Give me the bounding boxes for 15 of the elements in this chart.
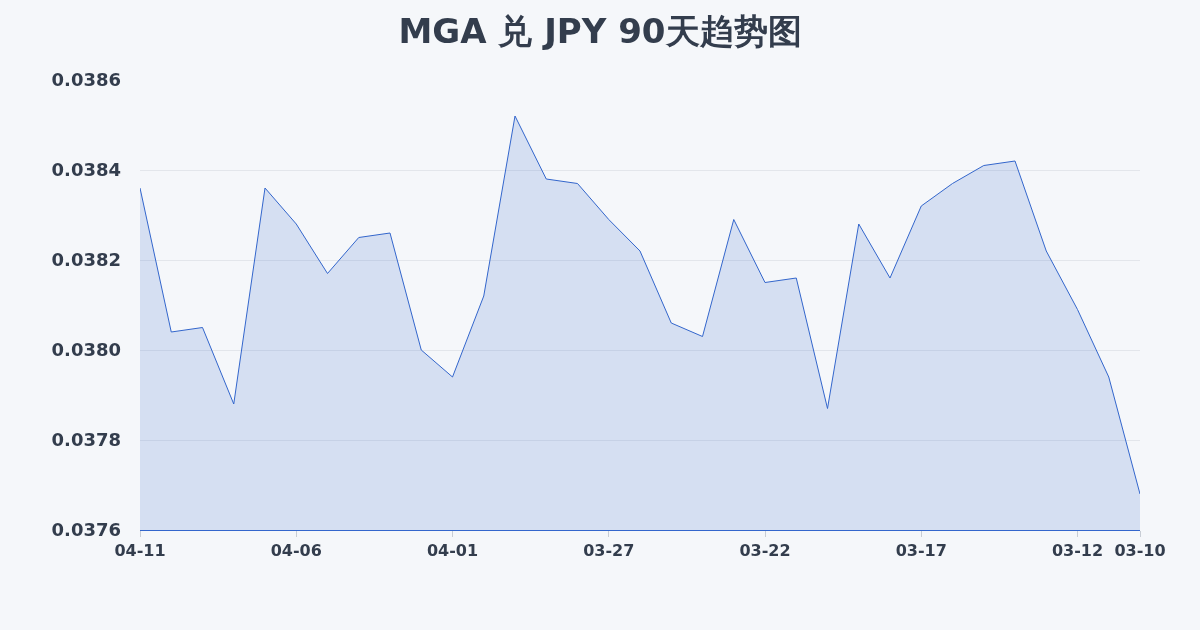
x-tick-label: 03-17 — [895, 541, 947, 561]
x-tick-label: 03-27 — [583, 541, 635, 561]
x-tick-label: 04-01 — [426, 541, 479, 561]
y-tick-label: 0.0386 — [51, 69, 121, 91]
chart-title: MGA 兑 JPY 90天趋势图 — [398, 10, 802, 51]
x-tick-label: 03-22 — [739, 541, 791, 561]
y-tick-label: 0.0380 — [51, 339, 121, 361]
y-tick-label: 0.0382 — [51, 249, 121, 271]
y-tick-label: 0.0376 — [51, 519, 121, 541]
x-tick-label: 03-10 — [1114, 541, 1166, 561]
x-tick-label: 04-06 — [270, 541, 322, 561]
y-tick-label: 0.0384 — [51, 159, 121, 181]
x-tick-label: 03-12 — [1051, 541, 1104, 561]
x-tick-label: 04-11 — [114, 541, 166, 561]
y-tick-label: 0.0378 — [51, 429, 121, 451]
